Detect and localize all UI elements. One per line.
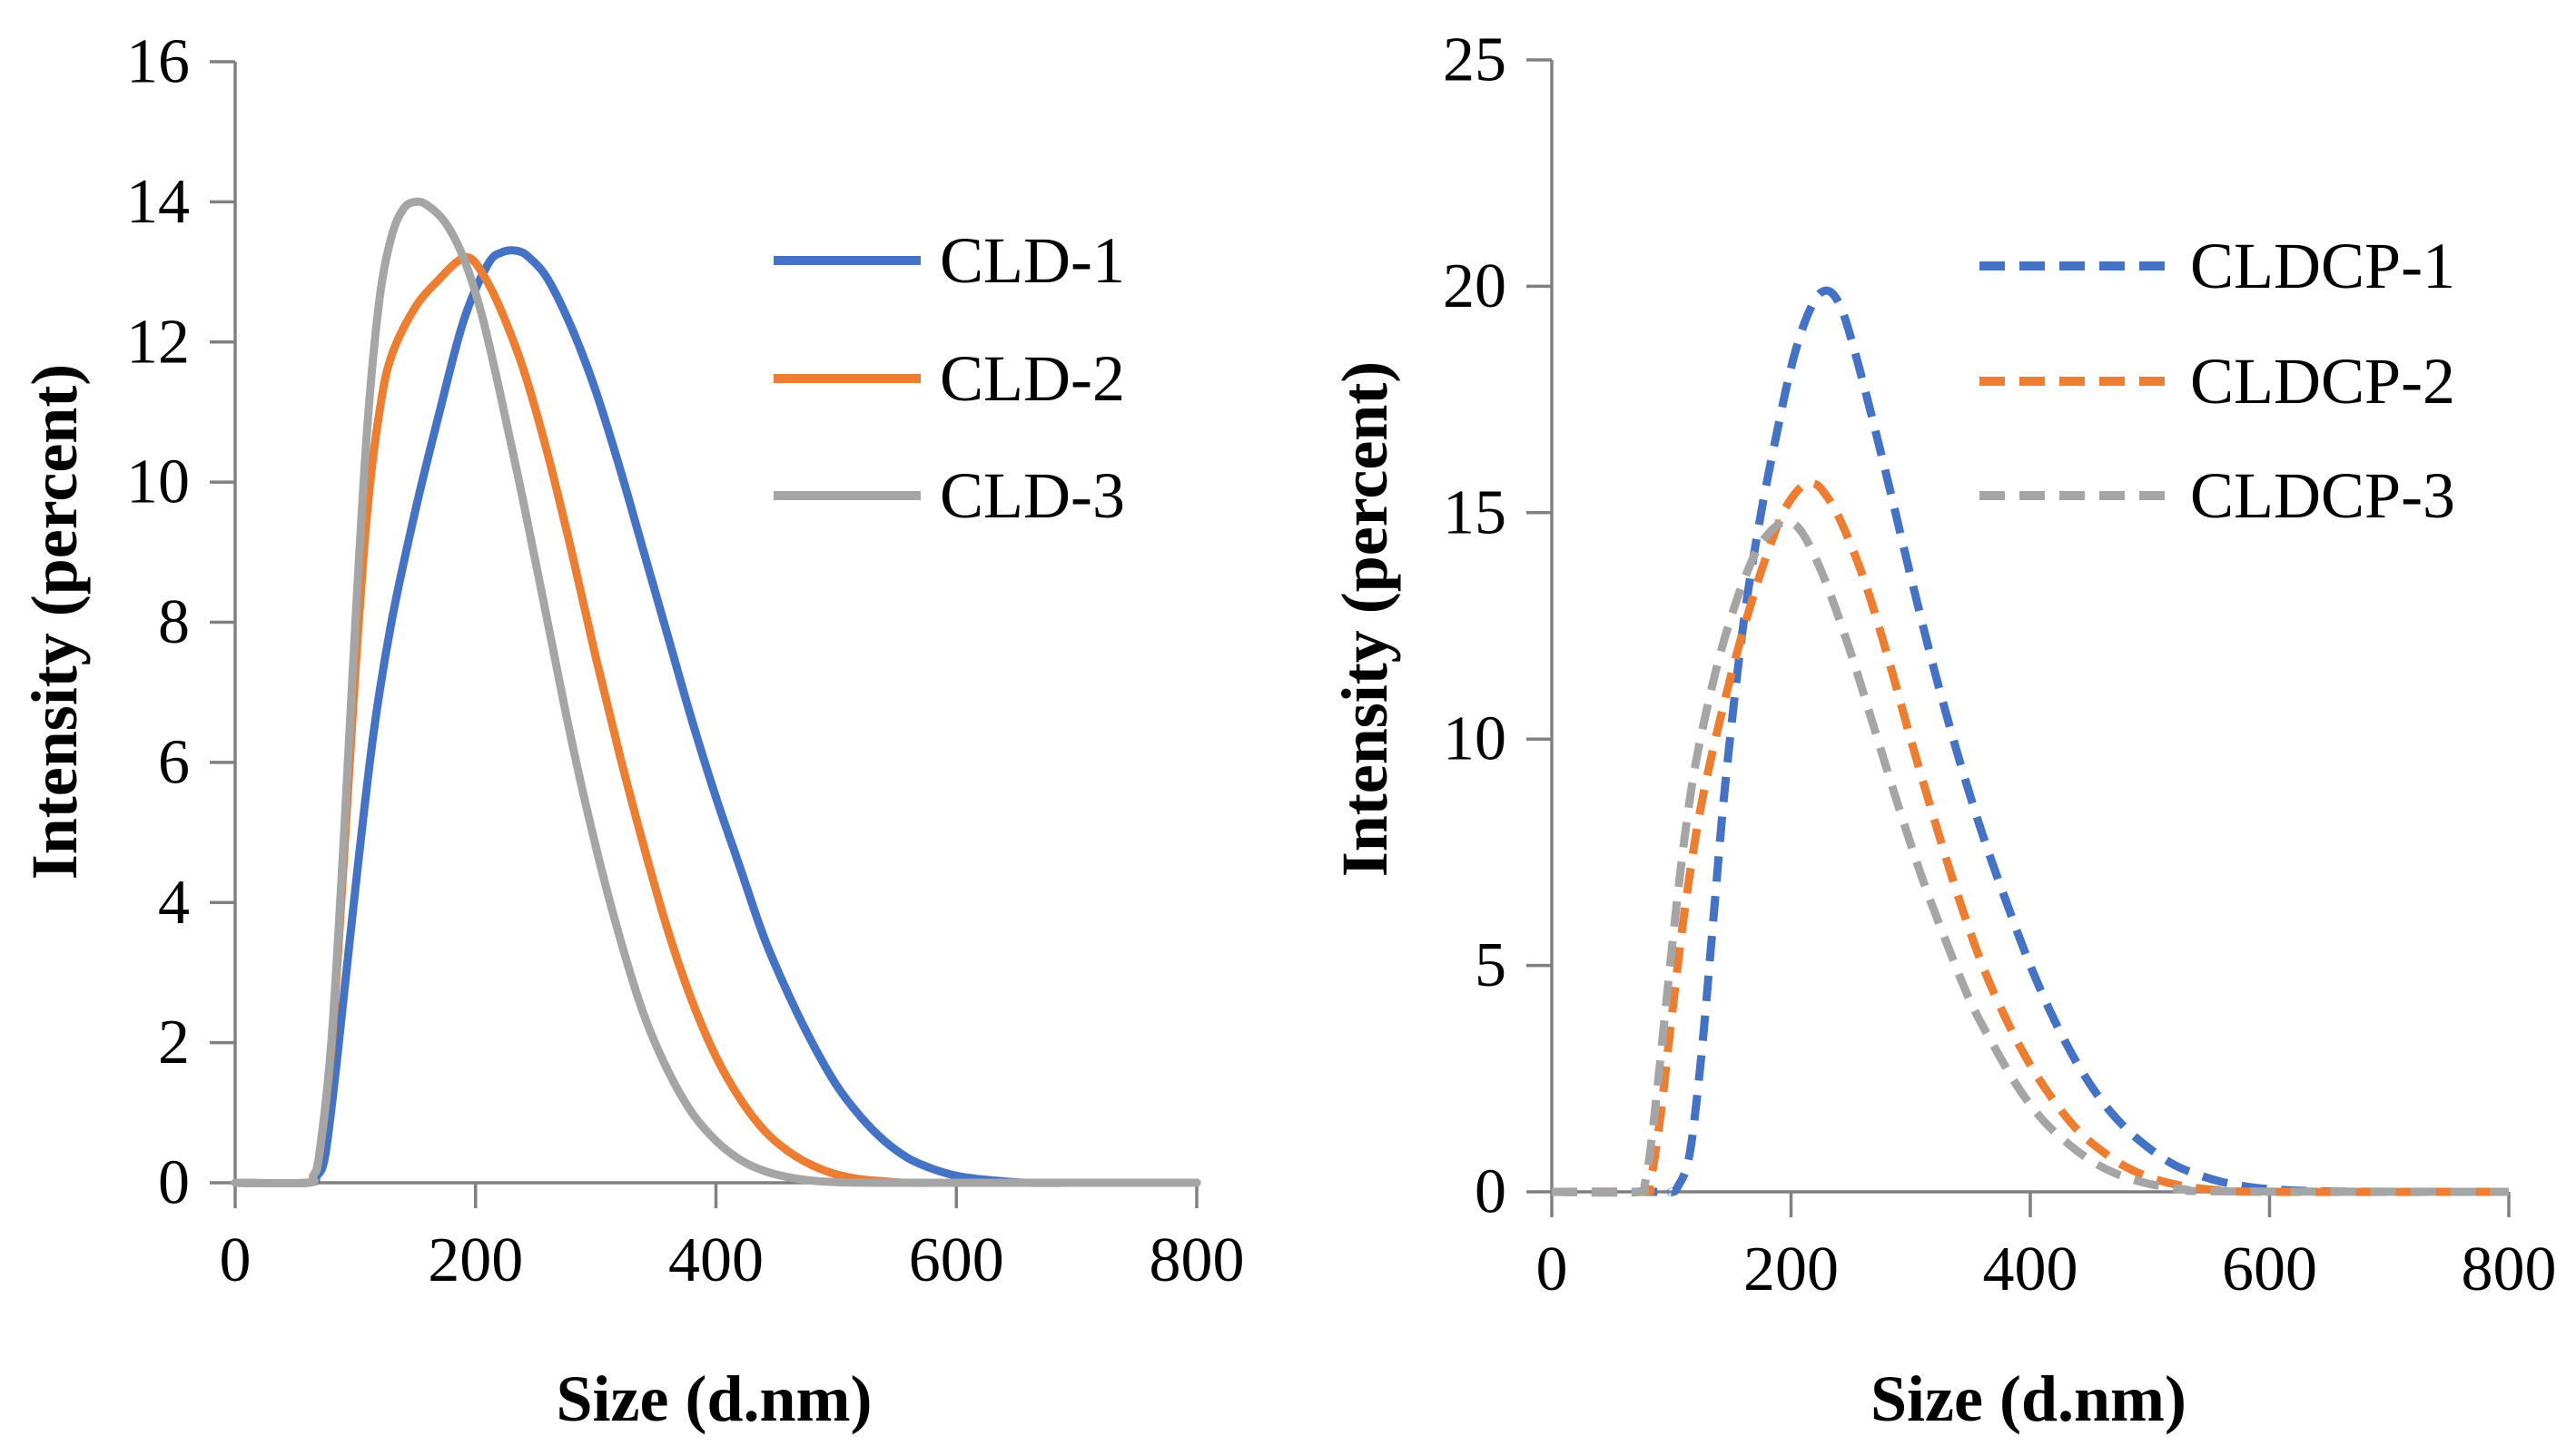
y-tick-label: 25 — [1443, 25, 1506, 95]
x-tick-label: 0 — [1536, 1235, 1568, 1304]
y-tick-label: 8 — [158, 587, 190, 657]
x-axis-title: Size (d.nm) — [1870, 1362, 2186, 1435]
x-tick-label: 600 — [2222, 1235, 2317, 1304]
x-tick-label: 400 — [668, 1225, 764, 1295]
y-tick-label: 16 — [126, 27, 190, 97]
legend-label-cld-3: CLD-3 — [940, 459, 1125, 532]
x-tick-label: 600 — [909, 1225, 1004, 1295]
y-tick-label: 14 — [126, 167, 190, 237]
y-tick-label: 15 — [1443, 477, 1506, 547]
x-axis-title: Size (d.nm) — [557, 1362, 873, 1435]
legend-label-cld-2: CLD-2 — [940, 342, 1125, 415]
y-tick-label: 12 — [126, 307, 190, 377]
x-tick-label: 800 — [1150, 1225, 1245, 1295]
y-tick-label: 20 — [1443, 251, 1506, 321]
legend-label-cldcp-1: CLDCP-1 — [2190, 230, 2455, 302]
x-tick-label: 200 — [1743, 1235, 1839, 1304]
series-line-cldcp-2 — [1551, 478, 2510, 1197]
series-line-cldcp-3 — [1551, 517, 2510, 1197]
x-tick-label: 200 — [428, 1225, 523, 1295]
y-tick-label: 10 — [126, 448, 190, 517]
y-tick-label: 5 — [1475, 930, 1506, 1000]
x-tick-label: 0 — [220, 1225, 252, 1295]
left-chart-cld: 0 2 4 6 8 10 12 14 16 0 200 400 600 800 Size (d.nm) Int… — [18, 27, 1245, 1436]
y-tick-label: 2 — [158, 1008, 190, 1077]
x-tick-label: 800 — [2462, 1235, 2557, 1304]
y-tick-label: 0 — [158, 1148, 190, 1218]
legend-label-cldcp-2: CLDCP-2 — [2190, 345, 2455, 418]
legend-label-cldcp-3: CLDCP-3 — [2190, 459, 2455, 532]
series-line-cld-3 — [231, 197, 1201, 1188]
y-tick-label: 0 — [1475, 1157, 1506, 1227]
x-tick-label: 400 — [1983, 1235, 2078, 1304]
series-line-cld-1 — [231, 246, 1201, 1188]
series-line-cldcp-1 — [1552, 286, 2510, 1196]
y-axis-title: Intensity (percent) — [18, 364, 91, 880]
right-chart-cldcp: 0 5 10 15 20 25 0 200 400 600 800 Size (d.nm) Intens… — [1328, 25, 2557, 1436]
y-tick-label: 6 — [158, 727, 190, 797]
legend-label-cld-1: CLD-1 — [940, 224, 1125, 297]
y-tick-label: 10 — [1443, 704, 1506, 774]
y-axis-title: Intensity (percent) — [1328, 361, 1401, 878]
y-tick-label: 4 — [158, 868, 190, 938]
